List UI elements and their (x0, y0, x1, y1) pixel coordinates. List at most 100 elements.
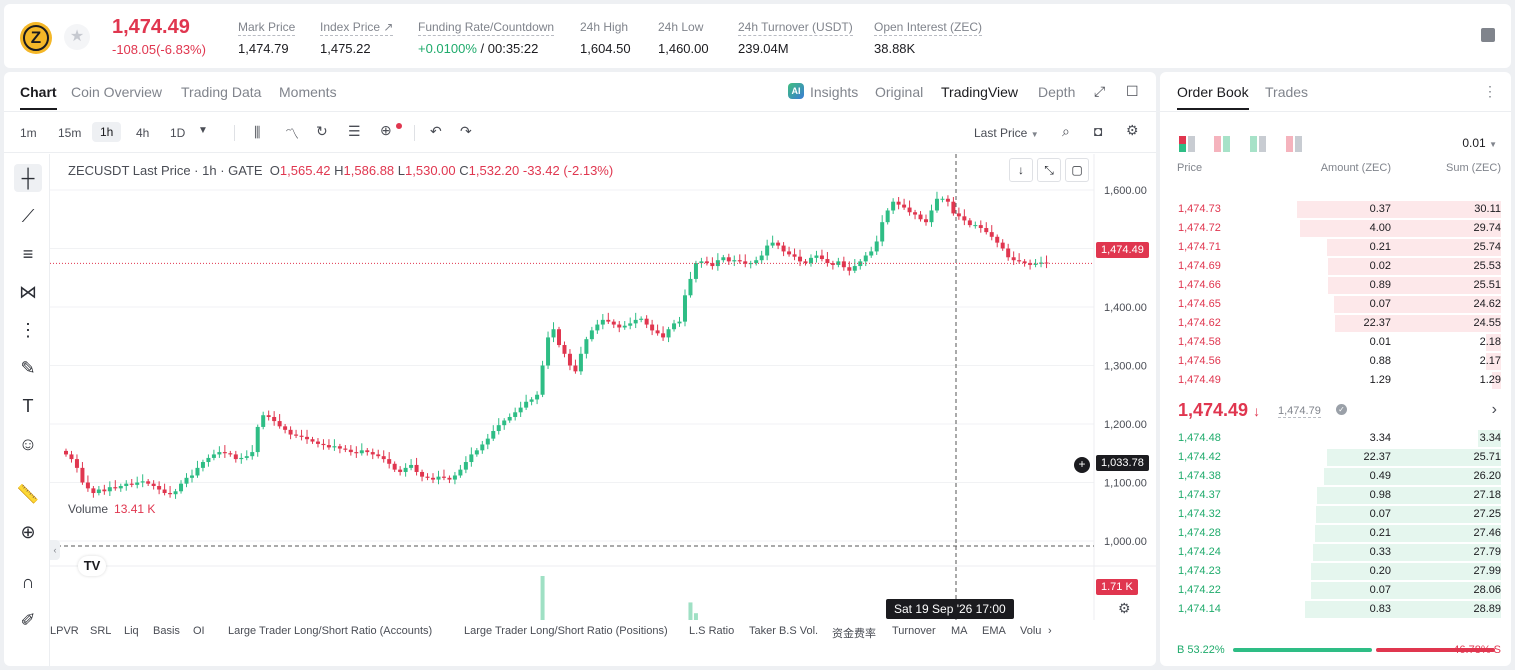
zoom-in-icon[interactable]: ⊕ (20, 522, 36, 542)
redo-icon[interactable]: ↷ (460, 123, 472, 139)
precision-select[interactable]: 0.01 ▼ (1462, 136, 1497, 150)
pencil-lock-icon[interactable]: ✐ (20, 610, 36, 630)
pattern-icon[interactable]: ⋈ (19, 282, 37, 302)
ask-row[interactable]: 1,474.66 0.89 25.51 (1160, 276, 1511, 295)
ask-row[interactable]: 1,474.65 0.07 24.62 (1160, 295, 1511, 314)
add-indicator-icon[interactable]: ⊕ (380, 122, 392, 138)
ask-row[interactable]: 1,474.72 4.00 29.74 (1160, 219, 1511, 238)
candlestick-chart[interactable]: 1,600.001,500.001,400.001,300.001,200.00… (50, 154, 1156, 620)
bid-row[interactable]: 1,474.28 0.21 27.46 (1160, 524, 1511, 543)
bid-row[interactable]: 1,474.32 0.07 27.25 (1160, 505, 1511, 524)
indicator-taker-bs-vol[interactable]: Taker B.S Vol. (749, 625, 819, 637)
tab-order-book[interactable]: Order Book (1177, 84, 1249, 110)
undo-icon[interactable]: ↶ (430, 123, 442, 139)
replay-icon[interactable]: ↻ (316, 123, 328, 139)
tab-chart[interactable]: Chart (20, 84, 57, 110)
ask-row[interactable]: 1,474.71 0.21 25.74 (1160, 238, 1511, 257)
timeframe-dropdown-icon[interactable]: ▼ (198, 125, 208, 136)
indicators-icon[interactable]: 〽 (285, 126, 299, 142)
ask-amount: 22.37 (1363, 317, 1391, 329)
price-source-select[interactable]: Last Price ▼ (974, 126, 1039, 140)
bid-row[interactable]: 1,474.38 0.49 26.20 (1160, 467, 1511, 486)
ask-row[interactable]: 1,474.56 0.88 2.17 (1160, 352, 1511, 371)
maximize-icon[interactable]: ▢ (1065, 158, 1089, 182)
ask-row[interactable]: 1,474.49 1.29 1.29 (1160, 371, 1511, 390)
candle-type-icon[interactable]: ⫼ (254, 124, 261, 140)
tab-moments[interactable]: Moments (279, 84, 337, 100)
bid-row[interactable]: 1,474.42 22.37 25.71 (1160, 448, 1511, 467)
ask-amount: 0.89 (1369, 279, 1391, 291)
magnet-icon[interactable]: ∩ (21, 572, 35, 592)
chart-settings-gear-icon[interactable]: ⚙ (1118, 600, 1131, 616)
bid-sum: 27.25 (1473, 508, 1501, 520)
gear-icon[interactable]: ⚙ (1126, 122, 1139, 138)
timeframe-1d[interactable]: 1D (170, 126, 186, 140)
bid-row[interactable]: 1,474.24 0.33 27.79 (1160, 543, 1511, 562)
timeframe-4h[interactable]: 4h (136, 126, 150, 140)
tab-tradingview[interactable]: TradingView (941, 84, 1019, 100)
arrow-down-icon[interactable]: ↓ (1009, 158, 1033, 182)
expand-icon[interactable]: ⤢ (1094, 83, 1106, 99)
ruler-icon[interactable]: 📏 (16, 484, 40, 504)
brush-icon[interactable]: ✎ (20, 358, 36, 378)
bid-row[interactable]: 1,474.23 0.20 27.99 (1160, 562, 1511, 581)
indicator-lt-ls-positions[interactable]: Large Trader Long/Short Ratio (Positions… (464, 625, 668, 637)
stat-funding-rate[interactable]: Funding Rate/Countdown +0.0100% / 00:35:… (418, 18, 555, 56)
crosshair-icon[interactable]: ┼ (14, 164, 42, 192)
view-asks-icon[interactable] (1286, 136, 1302, 152)
bid-row[interactable]: 1,474.14 0.83 28.89 (1160, 600, 1511, 619)
view-both-icon[interactable] (1179, 136, 1195, 152)
timeframe-15m[interactable]: 15m (58, 126, 82, 140)
indicator-turnover[interactable]: Turnover (892, 625, 936, 637)
mid-price[interactable]: 1,474.49 ↓ (1178, 400, 1260, 421)
text-tool-icon[interactable]: T (22, 396, 34, 416)
bid-row[interactable]: 1,474.37 0.98 27.18 (1160, 486, 1511, 505)
book-icon[interactable] (1481, 28, 1495, 42)
indicator-ema[interactable]: EMA (982, 625, 1006, 637)
add-alert-icon[interactable]: + (1074, 457, 1090, 473)
favorite-star-icon[interactable]: ★ (64, 24, 90, 50)
indicator-ls-ratio[interactable]: L.S Ratio (689, 625, 735, 637)
more-icon[interactable]: ⋮ (1483, 83, 1497, 99)
tab-depth[interactable]: Depth (1038, 84, 1076, 100)
collapse-icon[interactable]: ⤡ (1037, 158, 1061, 182)
indicator-liq[interactable]: Liq (124, 625, 139, 637)
candle-body (168, 493, 173, 495)
trendline-icon[interactable]: ⟋ (21, 206, 35, 226)
tab-coin-overview[interactable]: Coin Overview (71, 84, 163, 100)
fib-icon[interactable]: ⋮ (19, 320, 37, 340)
stat-index-price[interactable]: Index Price ↗ 1,475.22 (320, 18, 394, 56)
indicator-lpvr[interactable]: LPVR (50, 625, 79, 637)
view-bids-icon[interactable] (1250, 136, 1266, 152)
scroll-right-icon[interactable]: › (1048, 625, 1052, 637)
tab-trades[interactable]: Trades (1265, 84, 1309, 100)
tab-original[interactable]: Original (875, 84, 924, 100)
horizontal-lines-icon[interactable]: ≡ (22, 244, 34, 264)
bid-row[interactable]: 1,474.48 3.34 3.34 (1160, 429, 1511, 448)
stat-mark-price[interactable]: Mark Price 1,474.79 (238, 18, 296, 56)
templates-icon[interactable]: ☰ (348, 123, 361, 139)
ask-row[interactable]: 1,474.69 0.02 25.53 (1160, 257, 1511, 276)
ask-row[interactable]: 1,474.73 0.37 30.11 (1160, 200, 1511, 219)
ask-row[interactable]: 1,474.62 22.37 24.55 (1160, 314, 1511, 333)
emoji-icon[interactable]: ☺ (18, 434, 38, 454)
indicator-oi[interactable]: OI (193, 625, 205, 637)
ask-row[interactable]: 1,474.58 0.01 2.18 (1160, 333, 1511, 352)
search-icon[interactable]: ⌕ (1062, 123, 1070, 139)
timeframe-1h[interactable]: 1h (92, 122, 122, 142)
timeframe-1m[interactable]: 1m (20, 126, 37, 140)
indicator-ma[interactable]: MA (951, 625, 968, 637)
indicator-funding-rate[interactable]: 资金费率 (832, 628, 876, 640)
fullscreen-icon[interactable]: ☐ (1126, 83, 1139, 99)
collapse-toolbar-icon[interactable]: ‹ (50, 540, 60, 560)
view-split-icon[interactable] (1214, 136, 1230, 152)
indicator-lt-ls-accounts[interactable]: Large Trader Long/Short Ratio (Accounts) (228, 625, 433, 637)
indicator-srl[interactable]: SRL (90, 625, 112, 637)
indicator-volume[interactable]: Volu (1020, 625, 1042, 637)
chevron-right-icon[interactable]: › (1491, 401, 1497, 418)
tab-insights[interactable]: Insights (810, 84, 859, 100)
indicator-basis[interactable]: Basis (153, 625, 180, 637)
tab-trading-data[interactable]: Trading Data (181, 84, 262, 100)
camera-icon[interactable]: ◘ (1094, 123, 1103, 139)
bid-row[interactable]: 1,474.22 0.07 28.06 (1160, 581, 1511, 600)
